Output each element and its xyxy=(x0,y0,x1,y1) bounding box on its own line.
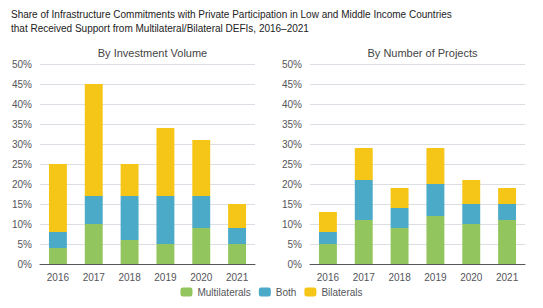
svg-text:20%: 20% xyxy=(282,179,302,190)
svg-text:2016: 2016 xyxy=(317,272,340,283)
svg-text:5%: 5% xyxy=(18,239,33,250)
svg-text:45%: 45% xyxy=(12,79,32,90)
svg-text:30%: 30% xyxy=(282,139,302,150)
svg-text:0%: 0% xyxy=(18,259,33,270)
svg-text:2020: 2020 xyxy=(190,272,213,283)
svg-text:10%: 10% xyxy=(282,219,302,230)
svg-text:20%: 20% xyxy=(12,179,32,190)
svg-text:25%: 25% xyxy=(282,159,302,170)
svg-text:2016: 2016 xyxy=(47,272,70,283)
svg-text:that Received Support from Mul: that Received Support from Multilateral/… xyxy=(11,23,309,34)
svg-text:50%: 50% xyxy=(282,59,302,70)
svg-text:2020: 2020 xyxy=(460,272,483,283)
svg-text:2019: 2019 xyxy=(154,272,177,283)
svg-text:15%: 15% xyxy=(12,199,32,210)
svg-text:35%: 35% xyxy=(12,119,32,130)
svg-text:2017: 2017 xyxy=(353,272,376,283)
svg-text:35%: 35% xyxy=(282,119,302,130)
svg-text:50%: 50% xyxy=(12,59,32,70)
svg-text:45%: 45% xyxy=(282,79,302,90)
svg-text:2017: 2017 xyxy=(83,272,106,283)
svg-text:30%: 30% xyxy=(12,139,32,150)
svg-text:5%: 5% xyxy=(288,239,303,250)
svg-text:10%: 10% xyxy=(12,219,32,230)
svg-text:2018: 2018 xyxy=(118,272,141,283)
svg-text:2021: 2021 xyxy=(496,272,519,283)
svg-text:Both: Both xyxy=(276,287,297,298)
svg-text:15%: 15% xyxy=(282,199,302,210)
svg-text:2018: 2018 xyxy=(388,272,411,283)
svg-text:40%: 40% xyxy=(12,99,32,110)
svg-text:Bilaterals: Bilaterals xyxy=(321,287,362,298)
svg-text:Multilaterals: Multilaterals xyxy=(197,287,250,298)
svg-text:By Investment Volume: By Investment Volume xyxy=(98,47,207,59)
svg-text:By Number of Projects: By Number of Projects xyxy=(367,47,478,59)
svg-text:2019: 2019 xyxy=(424,272,447,283)
svg-text:0%: 0% xyxy=(288,259,303,270)
svg-text:40%: 40% xyxy=(282,99,302,110)
svg-text:2021: 2021 xyxy=(226,272,249,283)
svg-text:Share of Infrastructure Commit: Share of Infrastructure Commitments with… xyxy=(11,9,452,20)
svg-text:25%: 25% xyxy=(12,159,32,170)
